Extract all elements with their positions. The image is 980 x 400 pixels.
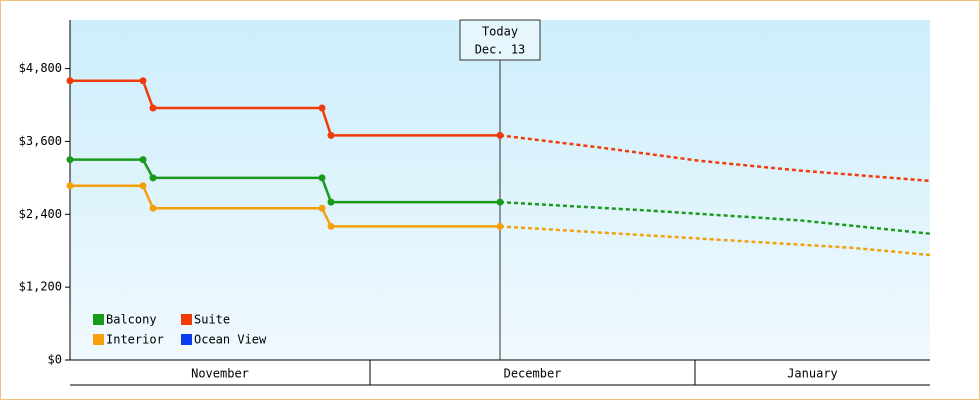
- price-point: [66, 77, 74, 85]
- price-point: [496, 222, 504, 230]
- y-tick-label: $3,600: [19, 134, 62, 148]
- price-point: [327, 222, 335, 230]
- forecast-line: [499, 134, 931, 183]
- y-tick-label: $0: [48, 353, 62, 367]
- price-point: [327, 131, 335, 139]
- legend-swatch: [93, 314, 104, 325]
- price-point: [149, 204, 157, 212]
- forecast-line: [499, 225, 931, 257]
- price-point: [318, 104, 326, 112]
- price-point: [139, 182, 147, 190]
- price-point: [66, 156, 74, 164]
- price-point: [318, 174, 326, 182]
- legend-label: Balcony: [106, 313, 157, 327]
- legend-label: Suite: [194, 313, 230, 327]
- price-point: [66, 182, 74, 190]
- legend-label: Interior: [106, 333, 164, 347]
- legend-label: Ocean View: [194, 333, 267, 347]
- y-tick-label: $2,400: [19, 207, 62, 221]
- price-point: [496, 198, 504, 206]
- price-point: [318, 204, 326, 212]
- price-point: [139, 77, 147, 85]
- today-label: Dec. 13: [475, 43, 526, 57]
- today-box: [459, 19, 541, 61]
- month-label: December: [504, 367, 562, 381]
- price-point: [149, 174, 157, 182]
- price-line: [70, 158, 500, 204]
- price-point: [139, 156, 147, 164]
- price-point: [149, 104, 157, 112]
- today-label: Today: [482, 25, 518, 39]
- month-label: November: [191, 367, 249, 381]
- price-point: [327, 198, 335, 206]
- price-line: [70, 184, 500, 228]
- y-tick-label: $4,800: [19, 61, 62, 75]
- forecast-line: [499, 200, 931, 235]
- price-line: [70, 79, 500, 137]
- legend-swatch: [181, 334, 192, 345]
- price-point: [496, 131, 504, 139]
- month-label: January: [787, 367, 838, 381]
- y-tick-label: $1,200: [19, 280, 62, 294]
- legend-swatch: [181, 314, 192, 325]
- legend-swatch: [93, 334, 104, 345]
